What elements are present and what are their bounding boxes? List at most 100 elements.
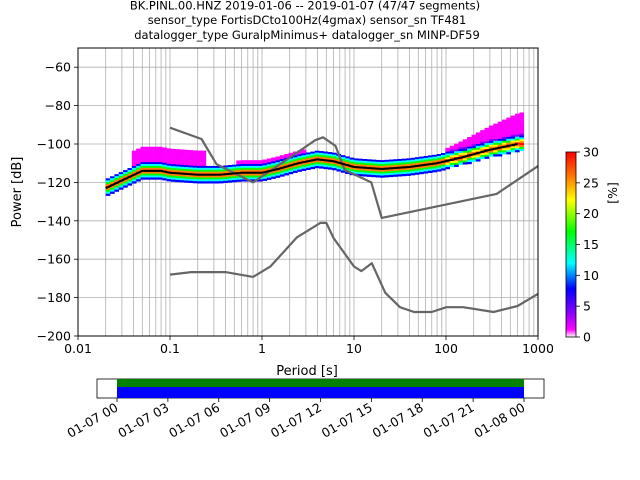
title-line-3: datalogger_type GuralpMinimus+ datalogge… bbox=[134, 28, 480, 42]
heatmap-cell bbox=[171, 164, 176, 167]
heatmap-cell bbox=[319, 154, 324, 158]
heatmap-cell bbox=[197, 177, 202, 180]
heatmap-cell bbox=[140, 154, 146, 157]
heatmap-cell bbox=[157, 152, 163, 155]
heatmap-cell bbox=[175, 156, 181, 160]
heatmap-cell bbox=[519, 125, 525, 129]
heatmap-cell bbox=[110, 176, 115, 179]
heatmap-cell bbox=[488, 150, 494, 153]
heatmap-cell bbox=[314, 166, 320, 169]
heatmap-cell bbox=[475, 138, 481, 141]
heatmap-cell bbox=[179, 157, 185, 160]
heatmap-cell bbox=[301, 166, 307, 169]
colorbar-gradient bbox=[565, 151, 577, 338]
heatmap-cell bbox=[197, 160, 202, 163]
heatmap-cell bbox=[166, 163, 172, 166]
heatmap-cell bbox=[275, 156, 281, 159]
heatmap-cell bbox=[432, 160, 437, 163]
heatmap-cell bbox=[497, 142, 503, 145]
heatmap-cell bbox=[406, 158, 411, 161]
heatmap-cell bbox=[201, 175, 207, 178]
heatmap-cell bbox=[162, 178, 167, 181]
heatmap-cell bbox=[423, 157, 429, 161]
heatmap-cell bbox=[249, 169, 255, 172]
heatmap-cell bbox=[249, 162, 255, 165]
heatmap-cell bbox=[249, 160, 255, 163]
heatmap-cell bbox=[515, 128, 520, 132]
heatmap-cell bbox=[380, 171, 385, 174]
heatmap-cell bbox=[501, 150, 507, 153]
heatmap-cell bbox=[441, 156, 446, 160]
heatmap-cell bbox=[175, 164, 181, 167]
heatmap-cell bbox=[414, 159, 420, 162]
heatmap-cell bbox=[441, 162, 446, 165]
heatmap-cell bbox=[515, 121, 520, 124]
heatmap-cell bbox=[301, 162, 307, 166]
colorbar-tick-label: 20 bbox=[583, 206, 599, 221]
heatmap-cell bbox=[175, 174, 181, 177]
heatmap-cell bbox=[410, 159, 416, 162]
heatmap-cell bbox=[327, 165, 333, 168]
heatmap-cell bbox=[506, 148, 511, 151]
heatmap-cell bbox=[393, 168, 398, 172]
heatmap-cell bbox=[201, 165, 207, 169]
heatmap-cell bbox=[501, 152, 507, 155]
heatmap-cell bbox=[245, 173, 250, 176]
heatmap-cell bbox=[336, 157, 342, 160]
heatmap-cell bbox=[488, 146, 494, 149]
heatmap-cell bbox=[384, 163, 390, 166]
heatmap-cell bbox=[332, 164, 337, 167]
heatmap-cell bbox=[510, 125, 516, 128]
heatmap-cell bbox=[497, 135, 503, 138]
heatmap-cell bbox=[262, 176, 268, 180]
heatmap-cell bbox=[253, 162, 259, 165]
heatmap-cell bbox=[288, 160, 294, 163]
heatmap-cell bbox=[484, 147, 490, 150]
heatmap-cell bbox=[166, 148, 172, 151]
heatmap-cell bbox=[192, 169, 198, 172]
heatmap-cell bbox=[375, 175, 381, 178]
heatmap-cell bbox=[144, 148, 150, 151]
heatmap-cell bbox=[123, 181, 128, 184]
time-tick-label: 01-07 00 bbox=[64, 400, 120, 441]
heatmap-cell bbox=[188, 176, 194, 180]
heatmap-cell bbox=[475, 147, 481, 150]
heatmap-cell bbox=[284, 163, 289, 166]
heatmap-cell bbox=[515, 150, 520, 153]
heatmap-cell bbox=[388, 165, 394, 168]
heatmap-cell bbox=[493, 125, 498, 128]
heatmap-cell bbox=[388, 163, 394, 166]
heatmap-cell bbox=[371, 161, 376, 164]
heatmap-cell bbox=[506, 121, 511, 124]
heatmap-cell bbox=[153, 162, 159, 165]
heatmap-cell bbox=[488, 152, 494, 155]
heatmap-cell bbox=[423, 171, 429, 174]
heatmap-cell bbox=[471, 155, 477, 159]
heatmap-cell bbox=[493, 137, 498, 140]
heatmap-cell bbox=[467, 158, 472, 161]
heatmap-cell bbox=[184, 151, 189, 154]
heatmap-cell bbox=[319, 151, 324, 154]
heatmap-cell bbox=[284, 154, 289, 157]
heatmap-cell bbox=[467, 142, 472, 145]
heatmap-cell bbox=[223, 178, 228, 182]
heatmap-cell bbox=[192, 179, 198, 182]
heatmap-cell bbox=[140, 150, 146, 153]
heatmap-cell bbox=[179, 149, 185, 152]
heatmap-cell bbox=[406, 167, 411, 171]
heatmap-cell bbox=[454, 145, 459, 148]
heatmap-cell bbox=[157, 173, 163, 176]
heatmap-cell bbox=[332, 162, 337, 165]
heatmap-cell bbox=[118, 183, 124, 186]
heatmap-cell bbox=[375, 161, 381, 165]
heatmap-cell bbox=[192, 156, 198, 159]
heatmap-cell bbox=[218, 177, 224, 180]
heatmap-cell bbox=[380, 162, 385, 165]
heatmap-cell bbox=[179, 162, 185, 166]
heatmap-cell bbox=[179, 166, 185, 169]
heatmap-cell bbox=[493, 129, 498, 132]
heatmap-cell bbox=[480, 132, 485, 135]
heatmap-cell bbox=[136, 177, 141, 180]
heatmap-cell bbox=[384, 169, 390, 172]
heatmap-cell bbox=[197, 171, 202, 174]
